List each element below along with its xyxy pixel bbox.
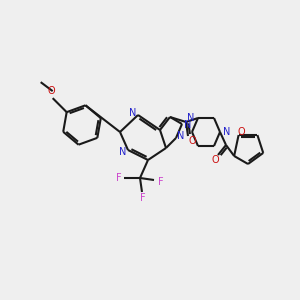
Text: F: F xyxy=(158,177,164,187)
Text: N: N xyxy=(184,120,192,130)
Text: F: F xyxy=(140,193,146,203)
Text: O: O xyxy=(48,86,56,96)
Text: N: N xyxy=(129,108,137,118)
Text: F: F xyxy=(116,173,122,183)
Text: N: N xyxy=(187,113,195,123)
Text: O: O xyxy=(238,127,245,137)
Text: N: N xyxy=(177,131,185,141)
Text: O: O xyxy=(188,136,196,146)
Text: N: N xyxy=(119,147,127,157)
Text: O: O xyxy=(211,155,219,165)
Text: N: N xyxy=(223,127,231,137)
